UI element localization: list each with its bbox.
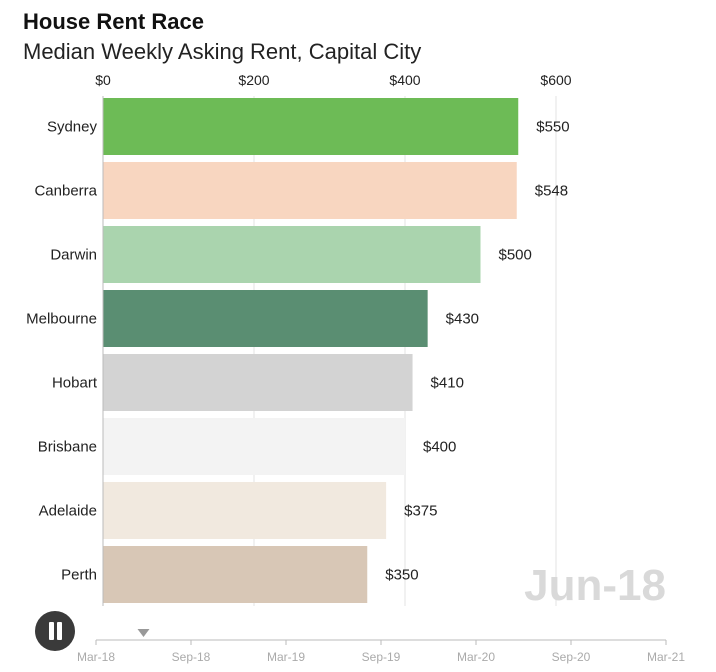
timeline-handle[interactable] — [137, 629, 150, 637]
timeline-label: Mar-20 — [457, 650, 495, 664]
timeline-label: Sep-20 — [552, 650, 591, 664]
bar-hobart — [103, 354, 413, 411]
value-label: $500 — [499, 247, 532, 264]
value-label: $375 — [404, 503, 437, 520]
category-label: Brisbane — [38, 439, 97, 456]
value-label: $410 — [431, 375, 464, 392]
timeline-label: Mar-21 — [647, 650, 685, 664]
bar-brisbane — [103, 418, 405, 475]
category-label: Sydney — [47, 119, 98, 136]
timeline-slider[interactable]: Mar-18 Sep-18 Mar-19 Sep-19 Mar-20 Sep-20 Mar-… — [77, 629, 685, 664]
category-label: Canberra — [34, 183, 97, 200]
current-period-label: Jun-18 — [524, 561, 666, 610]
value-label: $430 — [446, 311, 479, 328]
x-tick-label: $200 — [238, 72, 269, 88]
pause-button[interactable] — [35, 611, 75, 651]
category-label: Hobart — [52, 375, 98, 392]
value-label: $548 — [535, 183, 568, 200]
bar-canberra — [103, 162, 517, 219]
category-label: Adelaide — [39, 503, 97, 520]
category-label: Melbourne — [26, 311, 97, 328]
chart-subtitle: Median Weekly Asking Rent, Capital City — [23, 39, 422, 64]
bar-perth — [103, 546, 368, 603]
x-axis-ticks: $0 $200 $400 $600 — [95, 72, 572, 88]
bar-melbourne — [103, 290, 428, 347]
bars: Sydney $550 Canberra $548 Darwin $500 Melbourn… — [26, 98, 570, 603]
chart-title: House Rent Race — [23, 9, 204, 34]
value-label: $350 — [385, 567, 418, 584]
x-tick-label: $600 — [540, 72, 571, 88]
category-label: Perth — [61, 567, 97, 584]
timeline-label: Sep-18 — [172, 650, 211, 664]
x-tick-label: $400 — [389, 72, 420, 88]
bar-darwin — [103, 226, 481, 283]
bar-adelaide — [103, 482, 387, 539]
bar-sydney — [103, 98, 519, 155]
value-label: $400 — [423, 439, 456, 456]
timeline-label: Mar-18 — [77, 650, 115, 664]
value-label: $550 — [536, 119, 569, 136]
timeline-label: Mar-19 — [267, 650, 305, 664]
timeline-label: Sep-19 — [362, 650, 401, 664]
x-tick-label: $0 — [95, 72, 111, 88]
category-label: Darwin — [50, 247, 97, 264]
